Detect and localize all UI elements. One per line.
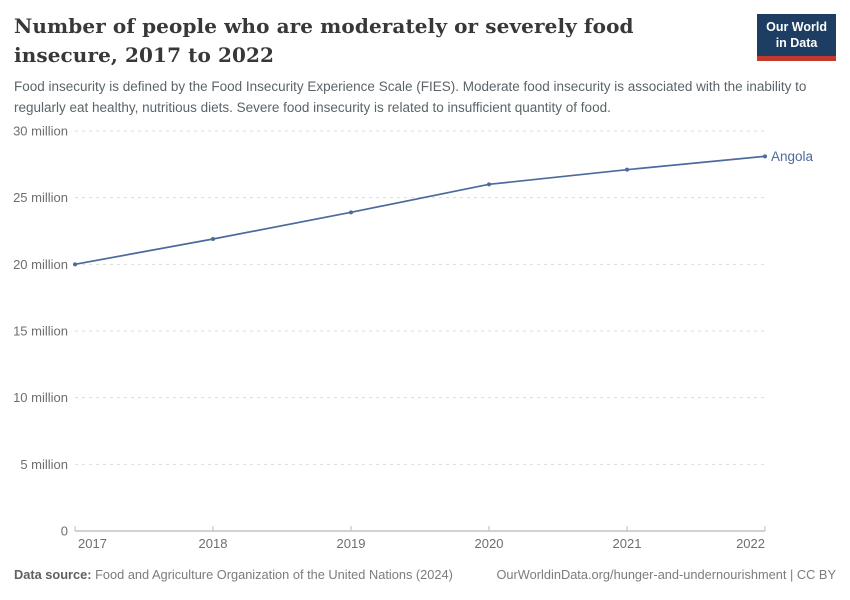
footer-link[interactable]: OurWorldinData.org/hunger-and-undernouri…: [496, 567, 836, 582]
data-point[interactable]: [487, 182, 491, 187]
y-axis-tick-label: 5 million: [20, 457, 68, 472]
y-axis-tick-label: 30 million: [13, 124, 68, 139]
y-axis-tick-label: 20 million: [13, 257, 68, 272]
data-point[interactable]: [625, 167, 629, 172]
data-point[interactable]: [349, 210, 353, 215]
data-source: Data source: Food and Agriculture Organi…: [14, 567, 453, 582]
series-line-angola[interactable]: [74, 155, 766, 266]
x-axis-tick-label: 2022: [736, 536, 765, 551]
series-end-label[interactable]: Angola: [771, 149, 814, 164]
chart-subtitle: Food insecurity is defined by the Food I…: [14, 79, 807, 116]
data-point[interactable]: [763, 154, 767, 159]
x-axis-tick-label: 2018: [199, 536, 228, 551]
page-title: Number of people who are moderately or s…: [14, 14, 634, 67]
chart-footer: Data source: Food and Agriculture Organi…: [14, 567, 836, 582]
x-axis-tick-label: 2021: [613, 536, 642, 551]
data-point[interactable]: [211, 237, 215, 241]
data-point[interactable]: [73, 262, 77, 267]
data-source-label: Data source:: [14, 567, 92, 582]
x-axis-tick-label: 2019: [337, 536, 366, 551]
owid-logo[interactable]: Our World in Data: [757, 14, 836, 61]
y-axis-tick-label: 15 million: [13, 324, 68, 339]
owid-logo-line1: Our World: [766, 20, 827, 34]
y-axis-tick-label: 10 million: [13, 390, 68, 405]
x-axis-tick-label: 2020: [475, 536, 504, 551]
owid-logo-line2: in Data: [775, 36, 818, 51]
data-source-value: Food and Agriculture Organization of the…: [95, 567, 453, 582]
x-axis-tick-label: 2017: [78, 536, 107, 551]
y-axis-tick-label: 0: [61, 524, 68, 539]
y-axis-tick-label: 25 million: [13, 190, 68, 205]
